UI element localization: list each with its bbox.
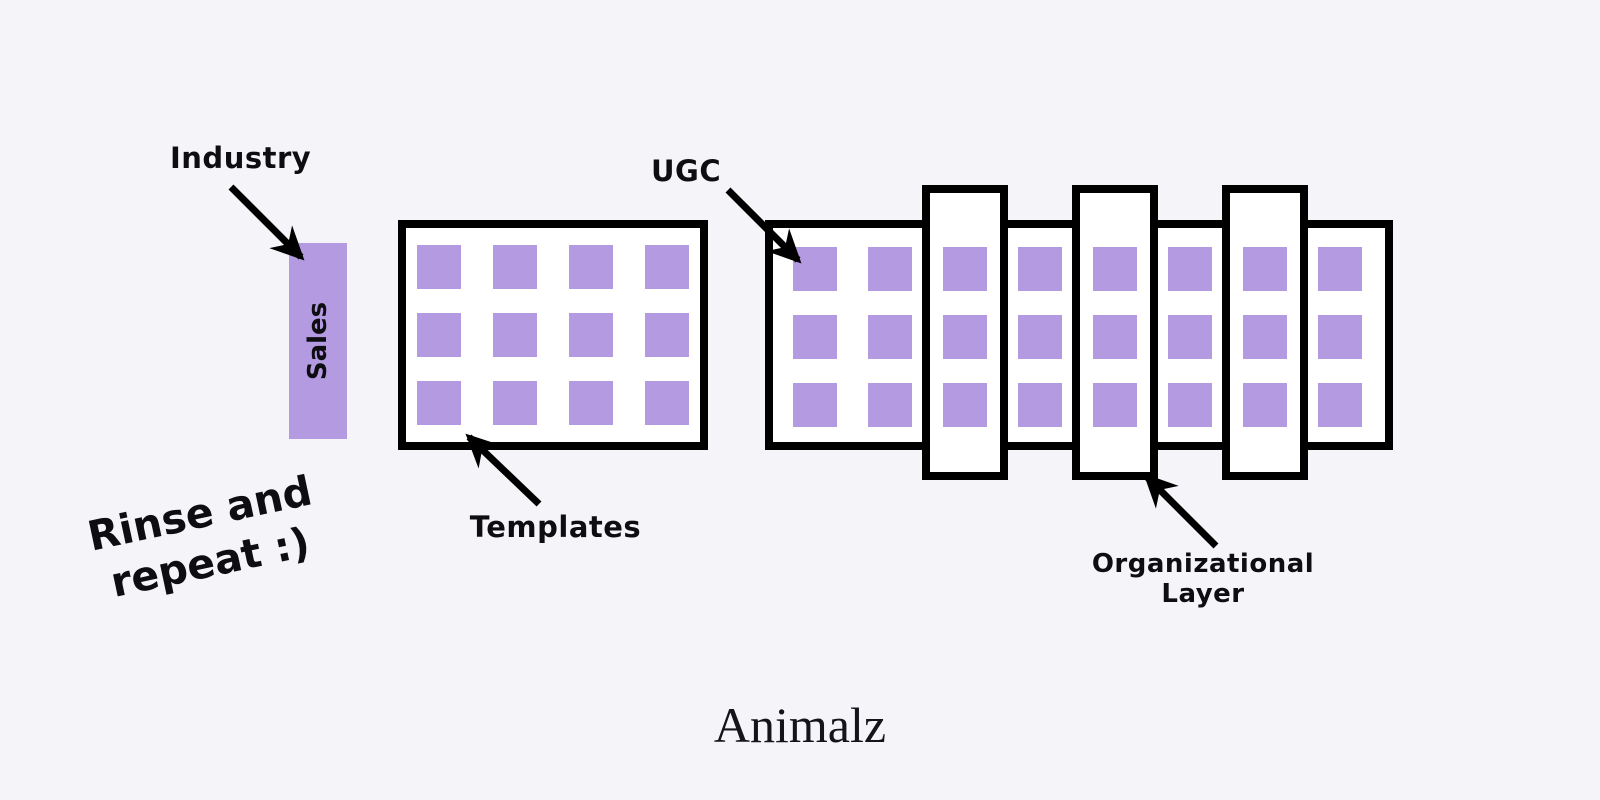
sales-bar: Sales [289,243,347,439]
templates-label: Templates [469,510,642,544]
template-square [569,245,613,289]
ugc-square [868,247,912,291]
ugc-square [1243,383,1287,427]
ugc-square [868,315,912,359]
template-square [417,313,461,357]
ugc-square [1018,247,1062,291]
ugc-square [1168,247,1212,291]
template-square [645,313,689,357]
template-square [493,381,537,425]
ugc-square [1093,383,1137,427]
ugc-square [1093,315,1137,359]
template-square [493,313,537,357]
organizational-layer-label: Organizational Layer [1091,549,1315,609]
organizational-layer-arrow [1143,473,1219,549]
template-square [569,381,613,425]
ugc-square [1168,383,1212,427]
templates-grid [417,245,689,425]
template-square [417,245,461,289]
template-square [493,245,537,289]
ugc-label: UGC [651,154,722,188]
template-square [645,381,689,425]
ugc-square [793,247,837,291]
template-square [645,245,689,289]
industry-label: Industry [170,141,312,175]
ugc-square [943,247,987,291]
brand-wordmark: Animalz [713,697,887,753]
ugc-square [1318,315,1362,359]
ugc-square [793,315,837,359]
ugc-square [1018,383,1062,427]
ugc-square [943,315,987,359]
ugc-square [1318,247,1362,291]
ugc-square [943,383,987,427]
ugc-square [1018,315,1062,359]
sales-bar-label: Sales [303,301,334,381]
ugc-square [793,383,837,427]
template-square [569,313,613,357]
ugc-square [868,383,912,427]
ugc-square [1168,315,1212,359]
ugc-square [1243,315,1287,359]
template-square [417,381,461,425]
templates-box [398,220,708,450]
ugc-square [1243,247,1287,291]
ugc-square [1318,383,1362,427]
ugc-square [1093,247,1137,291]
rinse-note: Rinse and repeat :) [70,463,339,614]
ugc-grid [793,247,1362,427]
